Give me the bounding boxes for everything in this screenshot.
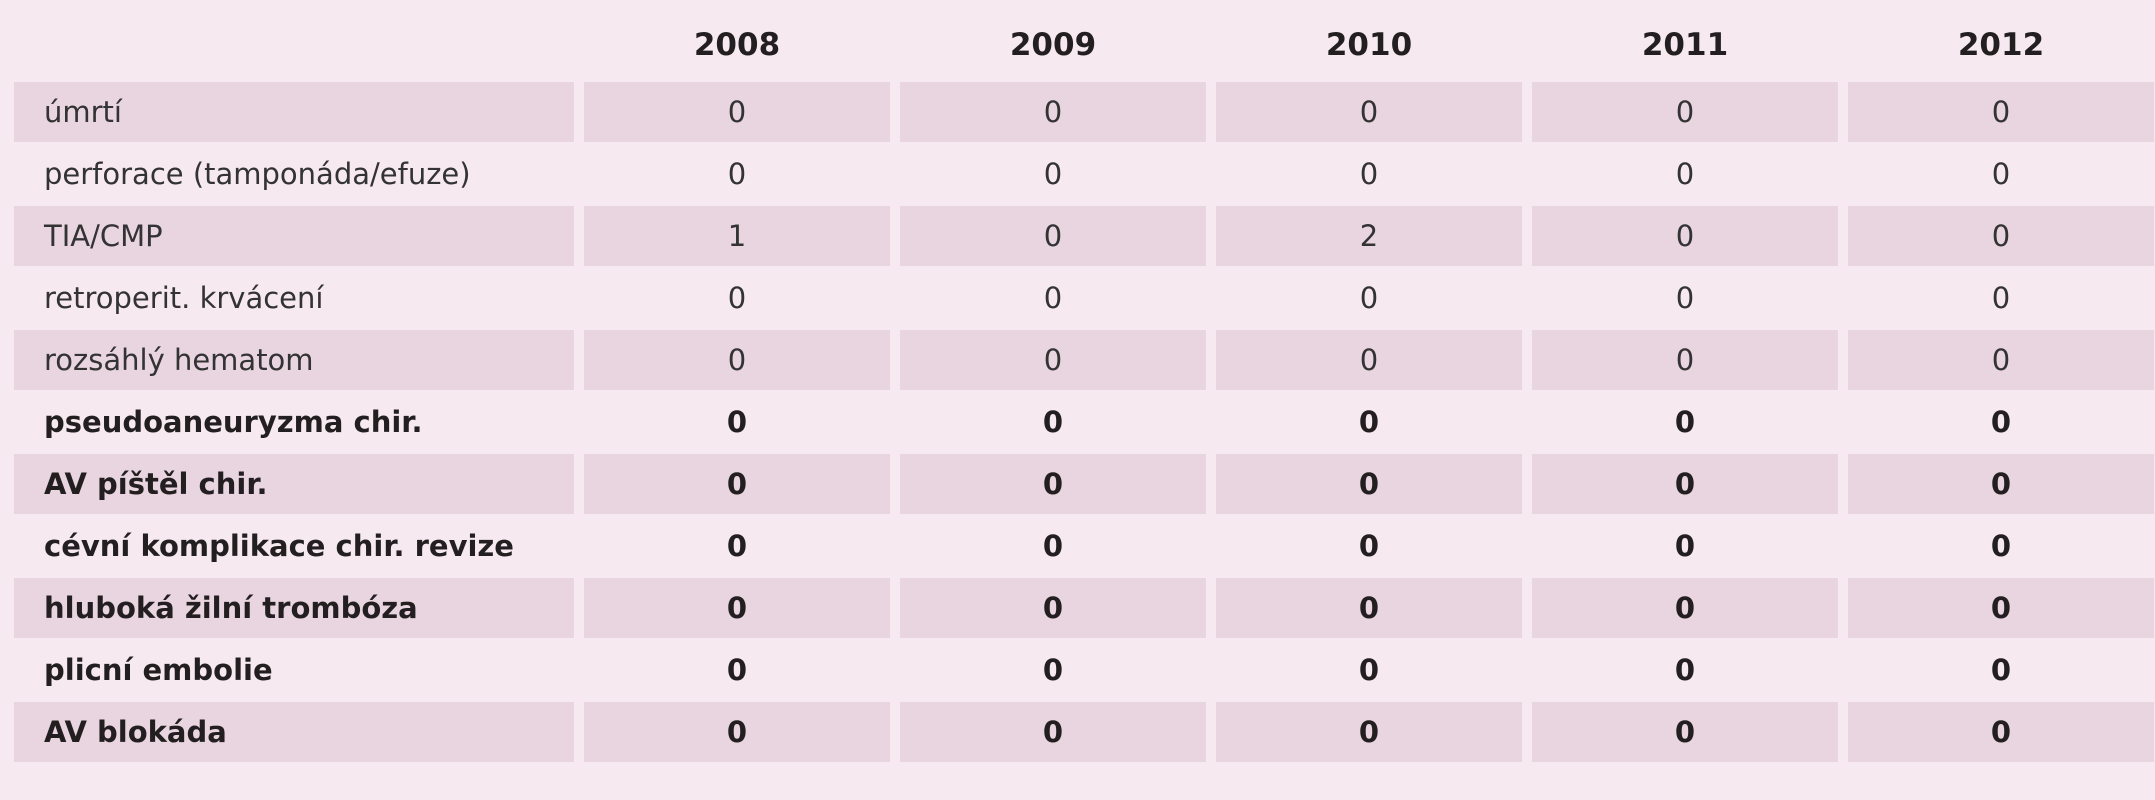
cell-value: 0 [1848,206,2154,266]
cell-value: 0 [584,82,890,142]
cell-value: 0 [1990,653,2012,687]
cell-value: 0 [1042,405,1064,439]
cell-value: 0 [900,330,1206,390]
column-header: 2011 [1641,27,1729,63]
row-label: retroperit. krvácení [44,281,324,315]
cell-value: 0 [900,82,1206,142]
cell-value: 0 [1216,578,1522,638]
cell-value: 0 [1359,281,1379,315]
cell-value: 0 [1990,529,2012,563]
row-label: rozsáhlý hematom [14,330,574,390]
cell-value: 0 [1532,702,1838,762]
cell-value: 0 [900,702,1206,762]
row-label: AV píštěl chir. [14,454,574,514]
cell-value: 0 [1848,82,2154,142]
cell-value: 0 [584,578,890,638]
cell-value: 0 [584,454,890,514]
cell-value: 0 [727,281,747,315]
cell-value: 0 [1532,578,1838,638]
cell-value: 0 [1674,529,1696,563]
row-label: úmrtí [14,82,574,142]
cell-value: 0 [1216,330,1522,390]
cell-value: 0 [1358,653,1380,687]
cell-value: 0 [1848,702,2154,762]
cell-value: 0 [1848,330,2154,390]
cell-value: 0 [1532,454,1838,514]
cell-value: 0 [900,206,1206,266]
cell-value: 0 [1674,653,1696,687]
row-label: cévní komplikace chir. revize [44,529,514,563]
cell-value: 0 [1042,529,1064,563]
cell-value: 0 [1848,454,2154,514]
cell-value: 0 [584,330,890,390]
cell-value: 0 [1991,157,2011,191]
cell-value: 0 [726,529,748,563]
cell-value: 1 [584,206,890,266]
column-header: 2012 [1957,27,2045,63]
cell-value: 0 [727,157,747,191]
row-label: hluboká žilní trombóza [14,578,574,638]
cell-value: 0 [900,454,1206,514]
cell-value: 2 [1216,206,1522,266]
cell-value: 0 [1043,281,1063,315]
cell-value: 0 [584,702,890,762]
cell-value: 0 [1990,405,2012,439]
row-label: perforace (tamponáda/efuze) [44,157,471,191]
cell-value: 0 [1358,529,1380,563]
cell-value: 0 [1532,82,1838,142]
cell-value: 0 [1216,82,1522,142]
cell-value: 0 [1358,405,1380,439]
row-label: plicní embolie [44,653,273,687]
cell-value: 0 [1532,206,1838,266]
cell-value: 0 [1042,653,1064,687]
cell-value: 0 [1216,454,1522,514]
column-header: 2008 [693,27,781,63]
cell-value: 0 [1532,330,1838,390]
cell-value: 0 [1359,157,1379,191]
cell-value: 0 [726,405,748,439]
cell-value: 0 [1674,405,1696,439]
cell-value: 0 [1675,281,1695,315]
column-header: 2009 [1009,27,1097,63]
cell-value: 0 [726,653,748,687]
row-label: TIA/CMP [14,206,574,266]
cell-value: 0 [1991,281,2011,315]
cell-value: 0 [900,578,1206,638]
row-label: pseudoaneuryzma chir. [44,405,423,439]
column-header: 2010 [1325,27,1413,63]
row-label: AV blokáda [14,702,574,762]
cell-value: 0 [1675,157,1695,191]
cell-value: 0 [1216,702,1522,762]
cell-value: 0 [1848,578,2154,638]
cell-value: 0 [1043,157,1063,191]
